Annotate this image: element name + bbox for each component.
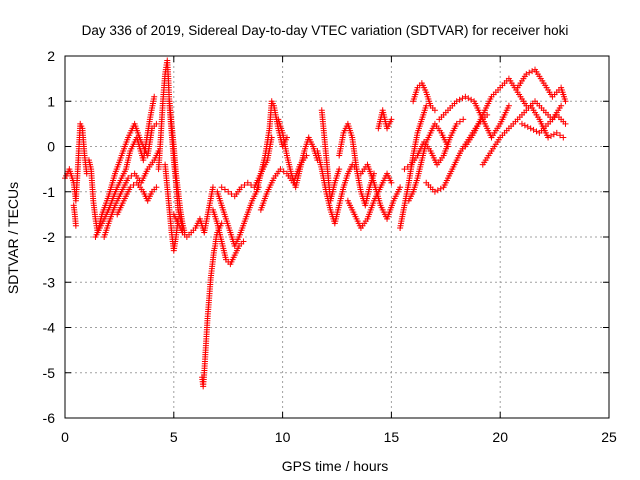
grid <box>65 56 609 418</box>
data-point <box>453 120 460 127</box>
data-point <box>151 93 158 100</box>
data-point <box>153 120 160 127</box>
data-point <box>336 166 343 173</box>
data-point <box>529 68 536 75</box>
data-point <box>547 132 554 139</box>
x-tick-label: 0 <box>61 429 69 445</box>
data-point <box>218 184 225 191</box>
data-point <box>526 69 533 76</box>
y-tick-label: 0 <box>47 139 55 155</box>
data-point <box>462 93 469 100</box>
data-point <box>240 238 247 245</box>
data-point <box>404 163 411 170</box>
data-point <box>221 186 228 193</box>
y-tick-label: -4 <box>43 320 56 336</box>
data-point <box>388 116 395 123</box>
data-point <box>456 96 463 103</box>
data-point <box>468 96 475 103</box>
data-point <box>241 181 248 188</box>
data-point <box>244 179 251 186</box>
data-points <box>62 57 569 390</box>
data-point <box>434 187 441 194</box>
data-point <box>550 131 557 138</box>
x-tick-label: 20 <box>492 429 508 445</box>
data-point <box>277 166 284 173</box>
data-point <box>558 102 565 109</box>
data-point <box>459 95 466 102</box>
y-tick-label: 1 <box>47 93 55 109</box>
x-tick-label: 25 <box>601 429 617 445</box>
tick-labels: 0 5 10 15 20 25 -6 -5 -4 -3 -2 -1 0 1 2 <box>43 48 617 445</box>
data-point <box>431 107 438 114</box>
data-point <box>530 126 537 133</box>
data-point <box>562 98 569 105</box>
y-tick-label: -5 <box>43 365 56 381</box>
data-point <box>557 132 564 139</box>
data-point <box>456 118 463 125</box>
y-tick-label: -3 <box>43 274 56 290</box>
data-point <box>401 166 408 173</box>
data-point <box>533 128 540 135</box>
y-tick-label: -2 <box>43 229 56 245</box>
x-axis-label: GPS time / hours <box>282 458 389 474</box>
chart-title: Day 336 of 2019, Sidereal Day-to-day VTE… <box>82 23 569 38</box>
data-point <box>125 175 132 182</box>
data-point <box>465 95 472 102</box>
y-tick-label: -6 <box>43 410 56 426</box>
data-point <box>225 188 232 195</box>
x-tick-label: 10 <box>275 429 291 445</box>
data-point <box>553 129 560 136</box>
data-point <box>521 122 528 129</box>
data-point <box>518 120 525 127</box>
x-tick-label: 15 <box>384 429 400 445</box>
data-point <box>238 184 245 191</box>
axis-ticks <box>64 55 610 419</box>
data-point <box>560 134 567 141</box>
y-tick-label: -1 <box>43 184 56 200</box>
y-axis-label: SDTVAR / TECUs <box>5 182 21 294</box>
data-point <box>127 184 134 191</box>
data-point <box>209 184 216 191</box>
data-point <box>280 168 287 175</box>
data-point <box>524 123 531 130</box>
data-point <box>153 184 160 191</box>
data-point <box>397 184 404 191</box>
data-point <box>562 120 569 127</box>
data-point <box>527 125 534 132</box>
data-point <box>505 102 512 109</box>
data-point <box>437 185 444 192</box>
data-point <box>460 116 467 123</box>
x-tick-label: 5 <box>170 429 178 445</box>
data-point <box>72 222 79 229</box>
data-point <box>388 179 395 186</box>
y-tick-label: 2 <box>47 48 55 64</box>
